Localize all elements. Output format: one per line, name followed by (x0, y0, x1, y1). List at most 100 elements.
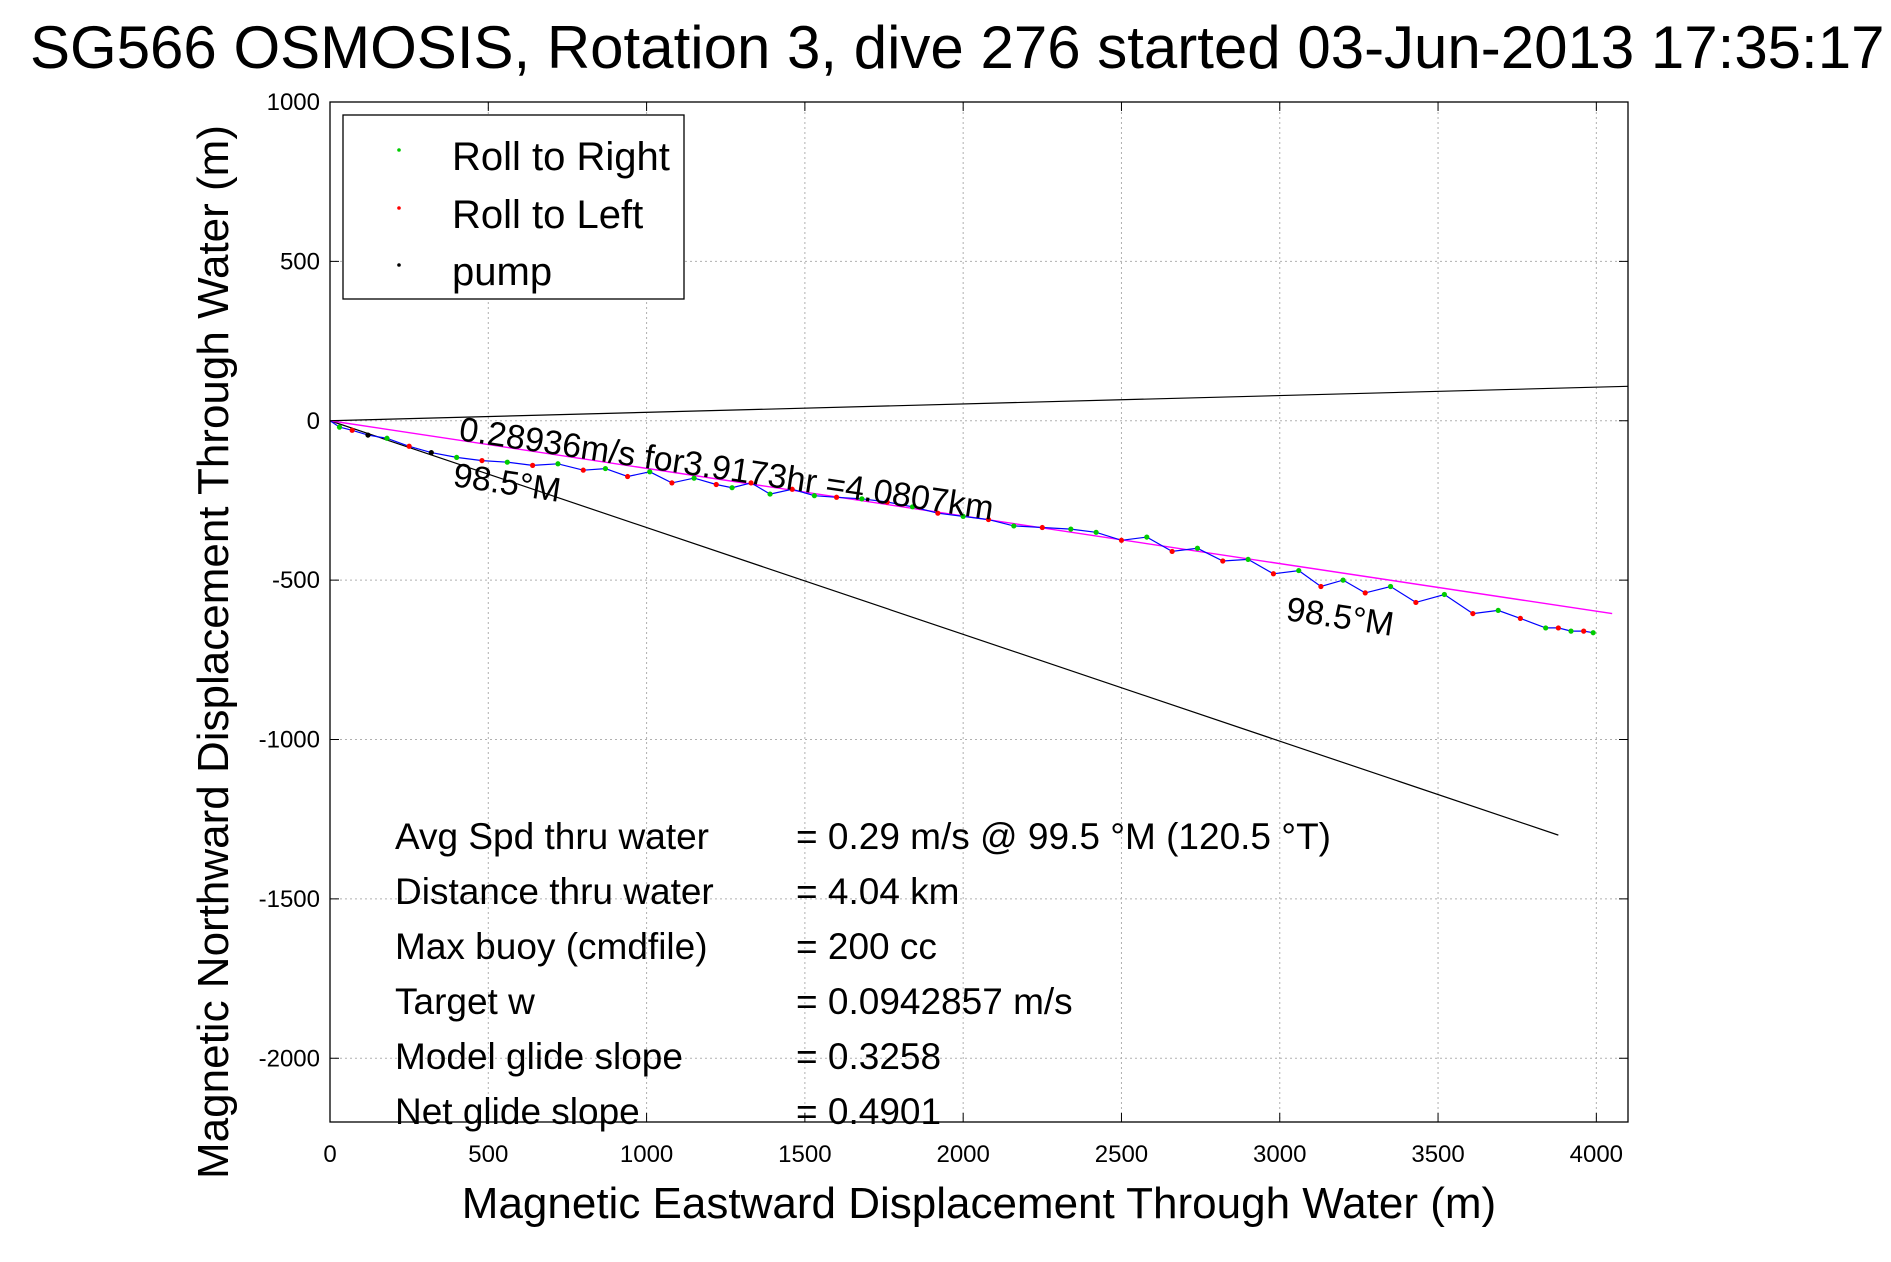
data-point-left (985, 516, 992, 523)
data-markers (336, 424, 1596, 636)
y-tick-label: -1500 (259, 886, 320, 913)
data-point-right (1068, 526, 1074, 532)
data-point-right (1590, 630, 1596, 636)
x-tick-label: 1500 (778, 1141, 831, 1168)
data-point-right (1245, 556, 1251, 563)
y-tick-label: 500 (280, 248, 320, 275)
stat-label-distance: Distance thru water (395, 871, 714, 912)
axes-frame (329, 101, 1629, 1123)
data-point-right (1441, 591, 1447, 598)
stat-value-target-w: = 0.0942857 m/s (796, 981, 1073, 1022)
stat-label-max-buoy: Max buoy (cmdfile) (395, 926, 708, 967)
x-tick-label: 0 (323, 1141, 336, 1168)
data-point-left (1413, 599, 1419, 606)
data-point-left (833, 494, 840, 500)
data-point-right (1093, 529, 1099, 535)
data-point-right (909, 504, 916, 510)
reference-line (329, 385, 1629, 422)
legend-marker-pump (397, 263, 401, 267)
data-point-right (767, 491, 773, 497)
y-tick-label: 1000 (267, 89, 320, 116)
data-point-left (669, 480, 675, 486)
data-point-right (602, 465, 609, 472)
legend-marker-roll-left (397, 206, 401, 210)
data-point-left (349, 427, 355, 433)
track-line (329, 420, 1594, 634)
data-point-left (624, 473, 631, 480)
data-point-right (811, 493, 817, 499)
data-point-left (406, 443, 412, 449)
y-axis-label: Magnetic Northward Displacement Through … (189, 125, 238, 1179)
axis-ticks: 0 500 1000 1500 2000 2500 3000 3500 4000 1000 500 0… (259, 89, 1628, 1168)
data-point-right (504, 459, 510, 465)
data-point-left (748, 480, 754, 486)
y-tick-label: -1000 (259, 727, 320, 754)
data-point-right (1543, 625, 1549, 631)
data-lines (329, 385, 1629, 836)
x-tick-label: 2500 (1095, 1141, 1148, 1168)
data-point-left (935, 510, 941, 516)
data-point-left (1517, 615, 1523, 621)
data-point-right (336, 424, 343, 430)
legend-label-pump: pump (452, 250, 552, 294)
data-point-right (1144, 534, 1150, 540)
legend-marker-roll-right (397, 148, 401, 152)
stat-value-model-glide: = 0.3258 (796, 1036, 941, 1077)
x-tick-label: 3500 (1411, 1141, 1464, 1168)
data-point-pump (365, 432, 371, 438)
x-axis-label: Magnetic Eastward Displacement Through W… (462, 1179, 1496, 1228)
stats-block: Avg Spd thru water = 0.29 m/s @ 99.5 °M … (395, 816, 1331, 1132)
data-point-left (1470, 610, 1476, 617)
data-point-left (479, 457, 485, 464)
data-point-left (1270, 571, 1277, 577)
data-point-left (1169, 548, 1175, 555)
reference-line (329, 420, 1559, 836)
y-tick-label: 0 (307, 408, 320, 435)
data-point-left (1555, 625, 1561, 631)
data-point-left (530, 462, 536, 468)
legend: Roll to Right Roll to Left pump (342, 114, 685, 300)
data-point-left (1318, 583, 1324, 590)
data-point-pump (428, 450, 434, 456)
data-point-right (1296, 567, 1302, 574)
x-tick-label: 1000 (620, 1141, 673, 1168)
legend-label-roll-right: Roll to Right (452, 135, 670, 179)
data-point-left (1220, 558, 1226, 564)
x-tick-label: 3000 (1253, 1141, 1306, 1168)
data-point-right (555, 461, 561, 467)
data-point-left (1581, 628, 1587, 634)
data-point-right (960, 513, 966, 519)
data-point-right (1011, 523, 1017, 529)
data-point-left (789, 486, 795, 492)
data-point-right (691, 475, 697, 481)
data-point-right (1387, 583, 1394, 590)
y-tick-label: -2000 (259, 1045, 320, 1072)
data-point-left (580, 467, 586, 473)
data-point-right (454, 454, 460, 461)
stat-value-max-buoy: = 200 cc (796, 926, 937, 967)
data-point-right (1568, 628, 1574, 634)
data-point-left (713, 481, 719, 488)
data-point-right (1495, 607, 1501, 614)
stat-value-net-glide: = 0.4901 (796, 1091, 941, 1132)
data-point-left (1039, 524, 1045, 531)
stat-value-distance: = 4.04 km (796, 871, 960, 912)
x-tick-label: 500 (468, 1141, 508, 1168)
chart-title: SG566 OSMOSIS, Rotation 3, dive 276 star… (30, 14, 1884, 81)
data-point-right (1194, 545, 1201, 551)
grid (330, 102, 1628, 1122)
stat-label-model-glide: Model glide slope (395, 1036, 683, 1077)
data-point-right (1340, 577, 1346, 583)
y-tick-label: -500 (272, 567, 320, 594)
data-point-right (859, 496, 865, 502)
x-tick-label: 2000 (936, 1141, 989, 1168)
data-point-left (1118, 537, 1125, 543)
data-point-left (1362, 590, 1368, 596)
x-tick-label: 4000 (1570, 1141, 1623, 1168)
legend-label-roll-left: Roll to Left (452, 193, 643, 237)
stat-label-avg-speed: Avg Spd thru water (395, 816, 709, 857)
data-point-right (384, 435, 390, 441)
stat-value-avg-speed: = 0.29 m/s @ 99.5 °M (120.5 °T) (796, 816, 1331, 857)
data-point-right (647, 469, 653, 475)
